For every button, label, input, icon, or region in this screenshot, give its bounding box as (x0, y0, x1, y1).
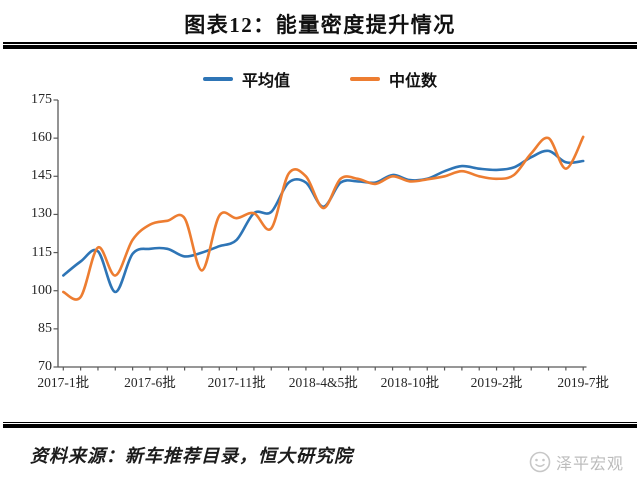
footer-divider-thick (3, 424, 637, 428)
brand-watermark: 泽平宏观 (529, 450, 624, 474)
x-tick-label: 2018-4&5批 (288, 375, 358, 390)
legend-label-median: 中位数 (389, 73, 438, 90)
x-tick-label: 2017-11批 (207, 375, 266, 390)
watermark-text: 泽平宏观 (555, 456, 624, 473)
x-tick-label: 2019-2批 (470, 375, 523, 390)
footer-divider-thin (3, 421, 637, 423)
line-series-中位数 (62, 135, 585, 301)
y-tick-label: 175 (31, 92, 52, 107)
legend-item-median: 中位数 (350, 67, 437, 91)
legend-item-average: 平均值 (202, 67, 290, 91)
x-tick-label: 2018-10批 (380, 375, 440, 390)
chart-title: 图表12：能量密度提升情况 (184, 13, 456, 37)
y-tick-label: 85 (38, 320, 52, 336)
line-series-平均值 (62, 149, 585, 294)
x-tick-label: 2019-7批 (557, 375, 610, 390)
y-tick-label: 115 (31, 244, 52, 260)
legend-line-swatch-blue (202, 77, 233, 81)
x-tick-label: 2017-6批 (124, 375, 176, 390)
y-tick-label: 130 (31, 206, 52, 222)
chart-legend: 平均值 中位数 (0, 67, 640, 91)
x-tick-label: 2017-1批 (37, 375, 90, 390)
smiley-logo-icon (529, 451, 551, 473)
title-divider-thick (3, 44, 637, 49)
y-tick-label: 100 (31, 282, 52, 298)
title-divider-thin (3, 42, 637, 44)
source-note: 资料来源：新车推荐目录，恒大研究院 (30, 446, 353, 466)
legend-label-average: 平均值 (241, 73, 290, 90)
y-tick-label: 145 (31, 168, 52, 184)
legend-line-swatch-orange (350, 77, 380, 81)
y-tick-label: 160 (31, 130, 52, 146)
y-tick-label: 70 (38, 359, 52, 374)
